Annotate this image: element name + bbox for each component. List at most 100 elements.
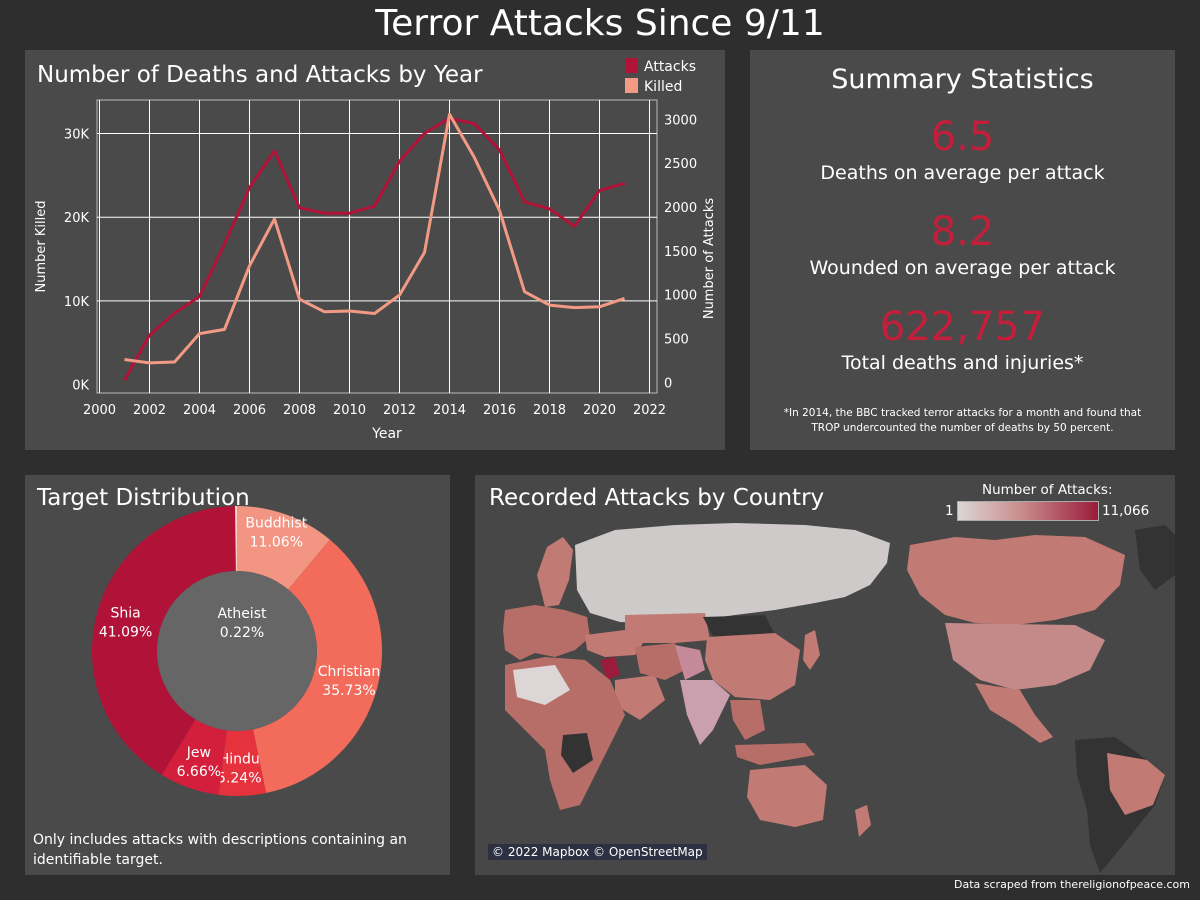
donut-slice-shia[interactable] <box>91 506 236 775</box>
right-tick-label: 1000 <box>664 289 697 304</box>
map-legend-title: Number of Attacks: <box>982 482 1113 498</box>
map-japan[interactable] <box>803 630 820 670</box>
map-mongolia <box>703 615 775 640</box>
map-legend-min: 1 <box>945 503 954 519</box>
map-india[interactable] <box>680 680 730 745</box>
map-australia[interactable] <box>747 765 827 827</box>
line-chart-title: Number of Deaths and Attacks by Year <box>37 62 483 88</box>
x-tick-label: 2014 <box>433 403 466 418</box>
map-central-africa-no-data <box>561 733 593 773</box>
map-north-africa[interactable] <box>513 665 570 705</box>
map-canada[interactable] <box>907 535 1125 625</box>
x-tick-label: 2002 <box>133 403 166 418</box>
line-chart: 2000 2002 2004 2006 2008 2010 2012 2014 2016 2018… <box>34 58 717 442</box>
deaths-attacks-chart-panel: Number of Deaths and Attacks by Year 200… <box>25 50 725 450</box>
donut-title: Target Distribution <box>37 485 250 511</box>
map-scandinavia[interactable] <box>537 537 573 607</box>
map-china[interactable] <box>705 633 800 700</box>
target-distribution-panel: Target Distribution Buddhist 11.06% Christ… <box>25 475 450 875</box>
map-greenland <box>1135 525 1175 590</box>
slice-label-christian: Christian <box>318 664 380 680</box>
map-brazil[interactable] <box>1107 753 1165 815</box>
legend-swatch-attacks[interactable] <box>625 58 638 73</box>
right-tick-label: 2500 <box>664 157 697 172</box>
right-tick-label: 0 <box>664 376 672 391</box>
x-tick-label: 2008 <box>283 403 316 418</box>
page-title: Terror Attacks Since 9/11 <box>375 3 825 44</box>
slice-value-buddhist: 11.06% <box>250 534 303 550</box>
slice-value-jew: 6.66% <box>177 764 221 780</box>
map-russia[interactable] <box>575 523 890 623</box>
summary-title: Summary Statistics <box>831 64 1094 95</box>
map-legend-max: 11,066 <box>1102 503 1150 519</box>
legend-label-attacks[interactable]: Attacks <box>644 59 696 75</box>
avg-wounded-label: Wounded on average per attack <box>809 257 1116 279</box>
slice-label-shia: Shia <box>110 606 140 622</box>
total-casualties-value: 622,757 <box>879 304 1046 350</box>
donut-slice-buddhist[interactable] <box>237 506 330 590</box>
map-turkey[interactable] <box>585 630 645 657</box>
summary-statistics-panel: Summary Statistics 6.5 Deaths on average… <box>750 50 1175 450</box>
donut-chart: Buddhist 11.06% Christian 35.73% Hindu 5.24% J… <box>91 506 382 796</box>
x-tick-label: 2018 <box>533 403 566 418</box>
map-southeast-asia[interactable] <box>730 700 765 740</box>
map-legend-gradient <box>957 501 1099 521</box>
map-indonesia[interactable] <box>735 743 815 765</box>
map-afghanistan[interactable] <box>675 645 705 680</box>
series-line-attacks[interactable] <box>123 116 625 382</box>
attacks-map-panel: Recorded Attacks by Country Number of At… <box>475 475 1175 875</box>
donut-slice-hindu[interactable] <box>218 729 267 796</box>
avg-deaths-value: 6.5 <box>930 114 995 160</box>
slice-label-jew: Jew <box>186 745 211 761</box>
map-new-zealand[interactable] <box>855 805 871 837</box>
donut-slice-atheist[interactable] <box>234 506 237 572</box>
map-syria-iraq[interactable] <box>600 657 620 680</box>
map-united-states[interactable] <box>945 623 1105 690</box>
left-tick-label: 20K <box>64 211 90 226</box>
series-line-killed[interactable] <box>124 112 625 365</box>
avg-deaths-label: Deaths on average per attack <box>820 162 1105 184</box>
donut-slice-christian[interactable] <box>253 539 382 794</box>
map-title: Recorded Attacks by Country <box>489 485 825 511</box>
total-casualties-label: Total deaths and injuries* <box>841 352 1084 374</box>
slice-value-christian: 35.73% <box>322 683 375 699</box>
right-axis-label: Number of Attacks <box>702 198 717 320</box>
right-tick-label: 3000 <box>664 113 697 128</box>
map-central-asia[interactable] <box>625 613 710 643</box>
x-tick-label: 2016 <box>483 403 516 418</box>
x-tick-label: 2020 <box>583 403 616 418</box>
data-credit: Data scraped from thereligionofpeace.com <box>954 878 1190 891</box>
map-europe[interactable] <box>503 605 590 660</box>
right-tick-label: 2000 <box>664 201 697 216</box>
legend-label-killed[interactable]: Killed <box>644 79 682 95</box>
map-iran[interactable] <box>635 643 685 680</box>
right-tick-label: 1500 <box>664 245 697 260</box>
left-tick-label: 10K <box>64 295 90 310</box>
summary-footnote: *In 2014, the BBC tracked terror attacks… <box>783 407 1142 434</box>
map-mexico[interactable] <box>975 683 1053 743</box>
center-label: Atheist <box>218 606 267 622</box>
right-tick-label: 500 <box>664 333 689 348</box>
donut-note: Only includes attacks with descriptions … <box>33 832 407 868</box>
center-value: 0.22% <box>220 625 264 641</box>
x-tick-label: 2000 <box>83 403 116 418</box>
map-arabia[interactable] <box>615 675 665 720</box>
x-tick-label: 2022 <box>633 403 666 418</box>
world-map[interactable] <box>475 475 1175 875</box>
donut-slice-jew[interactable] <box>161 719 227 795</box>
legend-swatch-killed[interactable] <box>625 78 638 93</box>
left-axis-label: Number Killed <box>34 201 49 293</box>
slice-value-hindu: 5.24% <box>217 770 261 786</box>
plot-area <box>96 99 658 394</box>
x-tick-label: 2004 <box>183 403 216 418</box>
slice-label-hindu: Hindu <box>219 751 260 767</box>
x-axis-label: Year <box>371 426 402 442</box>
map-attribution[interactable]: © 2022 Mapbox © OpenStreetMap <box>488 844 707 860</box>
x-tick-label: 2012 <box>383 403 416 418</box>
slice-value-shia: 41.09% <box>99 625 152 641</box>
left-tick-label: 30K <box>64 127 90 142</box>
avg-wounded-value: 8.2 <box>930 209 995 255</box>
donut-center <box>157 571 317 731</box>
x-tick-label: 2010 <box>333 403 366 418</box>
x-tick-label: 2006 <box>233 403 266 418</box>
